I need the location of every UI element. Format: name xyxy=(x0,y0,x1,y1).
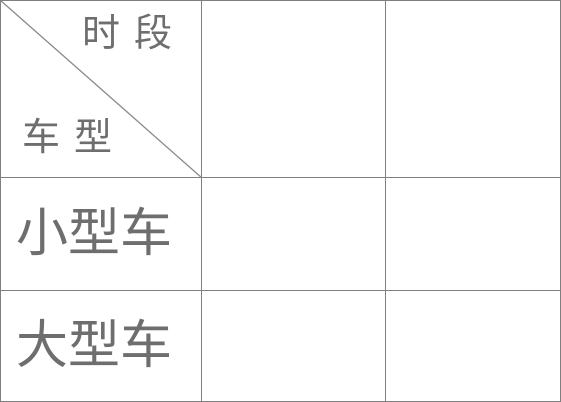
row-header-large-car: 大型车 xyxy=(0,291,202,402)
row-header-small-car: 小型车 xyxy=(0,178,202,291)
header-cell-period-1 xyxy=(202,0,386,178)
header-period-label: 时段 xyxy=(82,11,187,55)
table-cell xyxy=(202,178,386,291)
row-label-small-car: 小型车 xyxy=(16,204,173,264)
table-cell xyxy=(386,178,561,291)
header-cell-period-2 xyxy=(386,0,561,178)
corner-header-cell: 时段 车型 xyxy=(0,0,202,178)
row-label-large-car: 大型车 xyxy=(16,316,173,376)
table-cell xyxy=(386,291,561,402)
table-cell xyxy=(202,291,386,402)
header-vehicle-type-label: 车型 xyxy=(22,115,127,159)
